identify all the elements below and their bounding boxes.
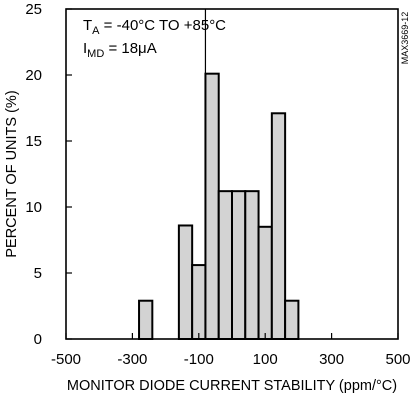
x-ticks-group: -500 -300 -100 100 300 500 (51, 333, 411, 368)
x-tick-label: 500 (385, 351, 410, 368)
annotation-current-main: I (83, 40, 87, 57)
y-tick-label: 20 (25, 67, 42, 84)
histogram-bar (270, 112, 287, 340)
x-tick-label: 100 (253, 351, 278, 368)
histogram-bar (257, 225, 273, 340)
x-tick-label: 300 (319, 351, 344, 368)
annotation-current-rest: = 18μA (104, 40, 156, 57)
y-tick-label: 5 (34, 265, 42, 282)
y-tick-label: 0 (34, 331, 42, 348)
histogram-bar (191, 264, 207, 340)
histogram-bar (284, 299, 300, 340)
x-axis-label: MONITOR DIODE CURRENT STABILITY (ppm/°C) (67, 378, 397, 394)
x-tick-label: -500 (51, 351, 81, 368)
y-tick-label: 10 (25, 199, 42, 216)
y-tick-label: 15 (25, 133, 42, 150)
annotation-temperature-rest: = -40°C TO +85°C (100, 17, 227, 34)
histogram-bar (204, 72, 220, 341)
annotation-current: IMD = 18μA (83, 40, 157, 60)
histogram-bar (231, 190, 247, 340)
annotation-temperature-main: T (83, 17, 92, 34)
plot-frame (65, 8, 399, 340)
histogram-bar (217, 190, 234, 340)
y-ticks-group: 0 5 10 15 20 25 (25, 1, 72, 348)
x-tick-label: -100 (184, 351, 214, 368)
annotation-temperature-sub: A (92, 25, 100, 37)
histogram-bar (244, 190, 260, 340)
histogram-bar (138, 299, 154, 340)
annotation-temperature: TA = -40°C TO +85°C (83, 17, 226, 37)
x-tick-label: -300 (117, 351, 147, 368)
y-axis-label: PERCENT OF UNITS (%) (4, 90, 20, 257)
histogram-bar (177, 224, 194, 340)
y-tick-label: 25 (25, 1, 42, 18)
bars-group (138, 72, 300, 341)
chart-id-label: MAX3669-12 (400, 12, 410, 65)
annotation-current-sub: MD (87, 48, 104, 60)
